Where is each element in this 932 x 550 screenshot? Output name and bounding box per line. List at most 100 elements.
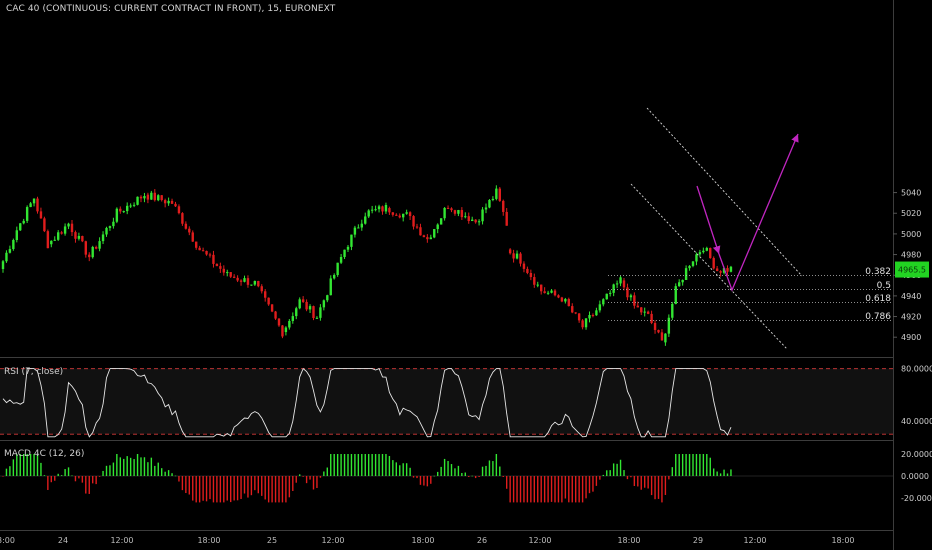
macd-bar bbox=[109, 465, 111, 476]
time-tick-label: 24 bbox=[58, 536, 68, 545]
candle bbox=[726, 268, 729, 272]
candle bbox=[163, 200, 167, 204]
candle bbox=[560, 297, 564, 302]
macd-bar bbox=[233, 476, 235, 501]
candle bbox=[722, 268, 726, 273]
macd-bar bbox=[626, 476, 629, 480]
candle bbox=[32, 198, 36, 204]
macd-bar bbox=[464, 472, 466, 476]
macd-bar bbox=[395, 462, 397, 476]
candle bbox=[526, 268, 529, 273]
candle bbox=[408, 212, 412, 217]
macd-bar bbox=[198, 476, 201, 503]
macd-histogram bbox=[2, 454, 732, 503]
candle bbox=[571, 306, 574, 313]
candle bbox=[626, 287, 629, 298]
macd-bar bbox=[209, 476, 211, 500]
macd-bar bbox=[81, 476, 84, 483]
macd-bar bbox=[443, 458, 446, 476]
macd-bar bbox=[616, 463, 618, 476]
candle bbox=[395, 214, 398, 216]
candle bbox=[150, 192, 153, 200]
macd-bar bbox=[164, 471, 166, 476]
candle bbox=[646, 311, 650, 314]
candle bbox=[512, 253, 515, 259]
macd-bar bbox=[133, 459, 135, 476]
macd-bar bbox=[723, 469, 725, 476]
candle bbox=[295, 308, 298, 317]
time-tick-label: 12:00 bbox=[743, 536, 766, 545]
macd-bar bbox=[654, 476, 656, 500]
candle bbox=[22, 220, 25, 224]
macd-bar bbox=[333, 454, 335, 476]
candle bbox=[602, 299, 605, 305]
rsi-tick-label: 80.0000 bbox=[901, 365, 932, 374]
macd-bar bbox=[461, 472, 463, 476]
macd-bar bbox=[36, 454, 39, 476]
candle bbox=[60, 232, 63, 234]
macd-bar bbox=[599, 476, 601, 480]
candle bbox=[515, 253, 519, 259]
candle bbox=[212, 254, 215, 264]
price-tick-label: 4980 bbox=[901, 251, 921, 260]
macd-bar bbox=[578, 476, 580, 503]
candle bbox=[484, 207, 488, 210]
candle bbox=[533, 277, 536, 285]
macd-bar bbox=[105, 465, 108, 476]
macd-bar bbox=[695, 454, 698, 476]
candle bbox=[370, 209, 374, 211]
macd-bar bbox=[154, 465, 156, 476]
candle bbox=[312, 306, 315, 319]
channel-upper-line bbox=[646, 107, 803, 277]
candle bbox=[567, 299, 570, 307]
candle bbox=[39, 211, 43, 219]
macd-bar bbox=[564, 476, 567, 499]
candle bbox=[239, 280, 243, 282]
macd-bar bbox=[602, 474, 604, 476]
candle bbox=[160, 195, 163, 201]
macd-bar bbox=[454, 468, 456, 476]
macd-bar bbox=[543, 476, 546, 503]
macd-bar bbox=[116, 454, 118, 476]
macd-bar bbox=[112, 462, 115, 476]
macd-bar bbox=[223, 476, 225, 503]
candle bbox=[343, 249, 346, 257]
candle bbox=[115, 208, 119, 222]
macd-bar bbox=[354, 454, 356, 476]
candle bbox=[205, 250, 208, 255]
macd-bar bbox=[47, 476, 49, 490]
macd-bar bbox=[357, 454, 360, 476]
macd-bar bbox=[240, 476, 242, 499]
candle bbox=[188, 228, 191, 233]
candle bbox=[374, 209, 377, 211]
candle bbox=[74, 232, 77, 239]
macd-bar bbox=[295, 476, 297, 483]
macd-bar bbox=[416, 476, 418, 479]
candle bbox=[229, 272, 232, 277]
macd-bar bbox=[219, 476, 222, 503]
macd-bar bbox=[399, 465, 401, 476]
macd-bar bbox=[585, 476, 587, 499]
macd-bar bbox=[437, 471, 439, 476]
macd-bar bbox=[92, 476, 94, 484]
macd-bar bbox=[637, 476, 639, 487]
macd-bar bbox=[302, 476, 304, 477]
macd-bar bbox=[561, 476, 563, 503]
candle bbox=[564, 299, 567, 302]
candle bbox=[353, 227, 357, 235]
candle bbox=[198, 247, 201, 251]
candle bbox=[678, 282, 681, 287]
macd-bar bbox=[675, 454, 677, 476]
macd-tick-label: -20.0000 bbox=[901, 494, 932, 503]
candle bbox=[653, 322, 657, 330]
macd-bar bbox=[530, 476, 532, 503]
candle bbox=[132, 204, 136, 206]
candle bbox=[681, 279, 684, 283]
fib-level-label: 0.5 bbox=[877, 281, 891, 291]
macd-bar bbox=[129, 457, 132, 476]
candle bbox=[719, 271, 722, 273]
candle bbox=[657, 329, 660, 333]
candle bbox=[391, 212, 395, 215]
candle bbox=[588, 315, 591, 319]
